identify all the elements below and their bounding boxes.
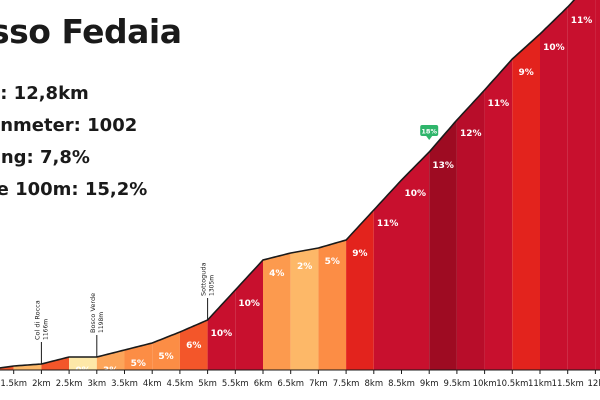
max-gradient-marker: [420, 125, 439, 136]
x-tick-label: 8km: [364, 379, 383, 389]
profile-segment: [290, 248, 319, 370]
profile-segment: [512, 34, 540, 370]
gradient-label: 11%: [488, 99, 510, 109]
profile-outline: [0, 0, 576, 369]
gradient-label: 13%: [432, 161, 454, 171]
profile-segment: [484, 59, 513, 370]
waypoint-elevation: 1198m: [98, 312, 105, 333]
x-tick-label: 10km: [473, 379, 497, 389]
max-gradient-marker-pointer: [426, 136, 433, 140]
gradient-label: 6%: [48, 373, 63, 383]
gradient-label: 10%: [211, 329, 233, 339]
x-tick-label: 11.5km: [552, 379, 584, 389]
x-tick-label: 5.5km: [222, 379, 249, 389]
x-tick-label: 12k: [588, 379, 600, 389]
x-tick-label: 3km: [87, 379, 106, 389]
gradient-label: 12%: [460, 129, 482, 139]
stat-max-gradient-100m: te 100m: 15,2%: [0, 179, 148, 200]
x-tick-label: 4.5km: [167, 379, 194, 389]
profile-segment: [401, 152, 430, 370]
x-tick-label: 8.5km: [388, 379, 415, 389]
gradient-label: 5%: [131, 359, 146, 369]
waypoint-elevation: 1166m: [42, 319, 49, 340]
x-tick-label: 7km: [309, 379, 328, 389]
profile-segment: [207, 290, 236, 370]
x-tick-label: 7.5km: [333, 379, 360, 389]
gradient-label: 11%: [377, 219, 399, 229]
x-tick-label: 5km: [198, 379, 217, 389]
profile-segment: [179, 320, 208, 370]
profile-segment: [41, 357, 70, 370]
profile-segment: [456, 90, 485, 370]
gradient-label: 11%: [571, 16, 593, 26]
profile-segment: [540, 7, 568, 370]
waypoint-elevation: 1305m: [209, 275, 216, 296]
profile-segment: [318, 240, 347, 370]
gradient-label: 5%: [325, 257, 340, 267]
gradient-label: 6%: [186, 341, 201, 351]
x-tick-label: 1.5km: [0, 379, 27, 389]
profile-segment: [429, 120, 457, 370]
gradient-label: 0%: [75, 366, 90, 376]
climb-stats: e: 12,8km enmeter: 1002 ung: 7,8% te 100…: [0, 78, 147, 206]
gradient-label: 2%: [297, 262, 312, 272]
profile-segment: [567, 0, 596, 370]
x-tick-label: 3.5km: [111, 379, 138, 389]
x-tick-label: 10.5km: [496, 379, 528, 389]
x-tick-label: 6km: [254, 379, 273, 389]
x-tick-label: 11km: [528, 379, 552, 389]
gradient-label: 10%: [543, 43, 565, 53]
gradient-label: 2%: [20, 375, 35, 385]
stat-average-gradient: ung: 7,8%: [0, 147, 90, 168]
x-tick-label: 9km: [420, 379, 439, 389]
stat-distance: e: 12,8km: [0, 83, 89, 104]
profile-segment: [263, 253, 291, 370]
x-tick-label: 2.5km: [56, 379, 83, 389]
waypoint-name: Col di Rocca: [33, 300, 41, 340]
x-tick-label: 4km: [143, 379, 162, 389]
gradient-label: 3%: [103, 366, 118, 376]
waypoint-name: Bosco Verde: [89, 293, 97, 333]
gradient-label: 5%: [158, 352, 173, 362]
max-gradient-label: 18%: [421, 128, 437, 136]
gradient-label: 9%: [352, 249, 367, 259]
profile-segment: [96, 350, 125, 370]
profile-segment: [69, 357, 97, 370]
chart-title: sso Fedaia: [0, 12, 182, 51]
profile-segment: [595, 0, 600, 370]
profile-segment: [346, 210, 374, 370]
profile-segment: [124, 343, 153, 370]
x-tick-label: 9.5km: [444, 379, 471, 389]
stat-elevation-gain: enmeter: 1002: [0, 115, 138, 136]
profile-segment: [235, 260, 263, 370]
profile-segment: [373, 180, 402, 370]
gradient-label: 4%: [269, 269, 284, 279]
gradient-label: 9%: [518, 68, 533, 78]
x-tick-label: 2km: [32, 379, 51, 389]
gradient-label: 10%: [405, 189, 427, 199]
gradient-label: 10%: [238, 299, 260, 309]
profile-segment: [152, 332, 180, 370]
gradient-label: 6%: [0, 379, 7, 389]
waypoint-name: Sottoguda: [200, 262, 208, 296]
x-tick-label: 6.5km: [277, 379, 304, 389]
